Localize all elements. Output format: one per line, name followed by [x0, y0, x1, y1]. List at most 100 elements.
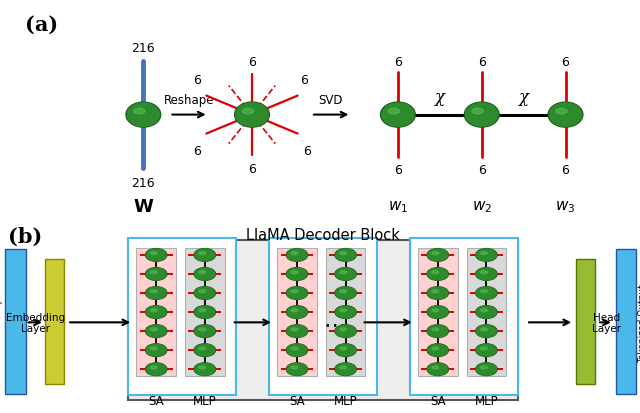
Ellipse shape [335, 344, 356, 357]
Ellipse shape [126, 103, 161, 128]
Text: $w_3$: $w_3$ [556, 199, 575, 215]
Ellipse shape [147, 325, 166, 337]
Ellipse shape [199, 271, 206, 274]
Ellipse shape [335, 363, 356, 376]
Text: 6: 6 [193, 74, 201, 86]
Ellipse shape [199, 309, 206, 312]
Text: 6: 6 [193, 144, 201, 157]
Ellipse shape [427, 306, 449, 319]
FancyBboxPatch shape [576, 259, 595, 385]
Ellipse shape [291, 347, 298, 350]
Ellipse shape [195, 287, 215, 299]
Text: SA: SA [289, 394, 305, 407]
Text: SA: SA [148, 394, 164, 407]
Ellipse shape [195, 306, 215, 318]
Ellipse shape [336, 249, 356, 261]
Ellipse shape [194, 249, 216, 262]
Ellipse shape [340, 252, 347, 255]
Ellipse shape [194, 268, 216, 281]
Ellipse shape [476, 363, 497, 375]
Ellipse shape [286, 249, 308, 262]
Text: MLP: MLP [193, 394, 216, 407]
Ellipse shape [340, 328, 347, 331]
FancyBboxPatch shape [277, 249, 317, 376]
Ellipse shape [286, 287, 308, 300]
FancyBboxPatch shape [410, 239, 518, 396]
Ellipse shape [476, 287, 497, 299]
Ellipse shape [291, 328, 298, 331]
Ellipse shape [465, 104, 498, 127]
Ellipse shape [432, 290, 439, 293]
Text: 6: 6 [394, 55, 402, 69]
FancyBboxPatch shape [5, 249, 26, 394]
Ellipse shape [286, 306, 308, 319]
Ellipse shape [432, 309, 439, 312]
Ellipse shape [481, 347, 488, 350]
Ellipse shape [432, 271, 439, 274]
Ellipse shape [481, 366, 488, 369]
Ellipse shape [195, 249, 215, 261]
Ellipse shape [428, 268, 448, 280]
Text: 6: 6 [561, 55, 570, 69]
Ellipse shape [194, 344, 216, 357]
Ellipse shape [548, 103, 583, 128]
Ellipse shape [340, 309, 347, 312]
Ellipse shape [287, 325, 307, 337]
Ellipse shape [147, 306, 166, 318]
Ellipse shape [340, 271, 347, 274]
Ellipse shape [145, 249, 167, 262]
Ellipse shape [287, 306, 307, 318]
Ellipse shape [432, 328, 439, 331]
Ellipse shape [549, 104, 582, 127]
Text: SVD: SVD [319, 93, 343, 107]
Ellipse shape [476, 325, 497, 337]
Ellipse shape [195, 325, 215, 337]
Ellipse shape [150, 309, 157, 312]
Ellipse shape [291, 290, 298, 293]
Text: LlaMA Decoder Block: LlaMA Decoder Block [246, 228, 400, 242]
Ellipse shape [150, 290, 157, 293]
Ellipse shape [199, 252, 206, 255]
Ellipse shape [476, 287, 497, 300]
Ellipse shape [199, 347, 206, 350]
Ellipse shape [150, 366, 157, 369]
Ellipse shape [428, 363, 448, 375]
Ellipse shape [336, 344, 356, 356]
Ellipse shape [287, 363, 307, 375]
Ellipse shape [428, 287, 448, 299]
Text: 6: 6 [248, 162, 256, 175]
Ellipse shape [476, 344, 497, 356]
Ellipse shape [476, 268, 497, 281]
Ellipse shape [427, 325, 449, 338]
Ellipse shape [481, 252, 488, 255]
Ellipse shape [286, 325, 308, 338]
Ellipse shape [428, 249, 448, 261]
Ellipse shape [336, 325, 356, 337]
Ellipse shape [428, 344, 448, 356]
Ellipse shape [481, 309, 488, 312]
Ellipse shape [427, 344, 449, 357]
Ellipse shape [150, 271, 157, 274]
Ellipse shape [147, 249, 166, 261]
Ellipse shape [127, 104, 159, 127]
Ellipse shape [150, 328, 157, 331]
Ellipse shape [199, 328, 206, 331]
Ellipse shape [388, 109, 399, 115]
Ellipse shape [286, 344, 308, 357]
Ellipse shape [476, 325, 497, 338]
Ellipse shape [199, 290, 206, 293]
FancyBboxPatch shape [326, 249, 365, 376]
Ellipse shape [481, 271, 488, 274]
FancyBboxPatch shape [136, 249, 176, 376]
Ellipse shape [147, 268, 166, 280]
Ellipse shape [243, 109, 253, 115]
Ellipse shape [472, 109, 483, 115]
Ellipse shape [150, 252, 157, 255]
Ellipse shape [287, 268, 307, 280]
Ellipse shape [428, 306, 448, 318]
Ellipse shape [340, 290, 347, 293]
Ellipse shape [147, 287, 166, 299]
Text: 6: 6 [561, 164, 570, 176]
Ellipse shape [476, 306, 497, 319]
Ellipse shape [145, 306, 167, 319]
